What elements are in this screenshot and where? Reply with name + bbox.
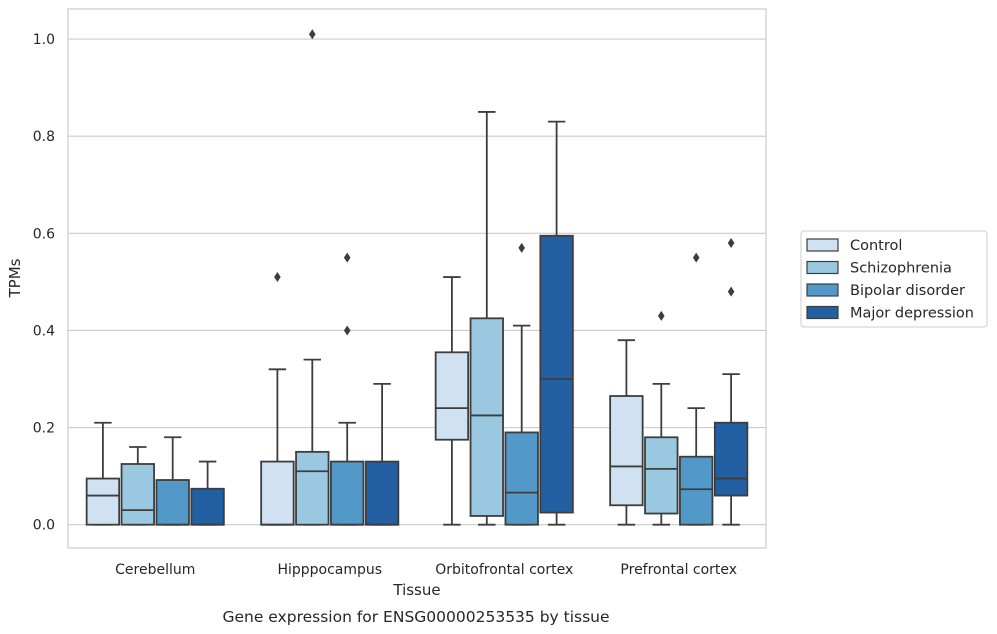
box-body bbox=[644, 436, 679, 515]
box-schizophrenia bbox=[644, 310, 679, 526]
y-tick-label: 0.6 bbox=[33, 226, 55, 242]
y-axis-label: TPMs bbox=[6, 258, 24, 298]
box-body bbox=[190, 487, 225, 526]
box-body bbox=[295, 450, 330, 526]
outlier-point bbox=[343, 252, 351, 263]
legend-swatch bbox=[806, 260, 839, 275]
box-bipolar-disorder bbox=[504, 242, 539, 526]
outlier-point bbox=[518, 242, 525, 253]
outlier-point bbox=[343, 325, 351, 336]
y-tick-label: 0.8 bbox=[33, 129, 55, 145]
box-schizophrenia bbox=[469, 111, 504, 526]
legend-swatch bbox=[806, 283, 839, 297]
legend-label: Schizophrenia bbox=[850, 261, 952, 277]
outlier-point bbox=[309, 29, 316, 40]
legend-label: Control bbox=[850, 238, 902, 254]
box-body bbox=[364, 460, 400, 526]
box-body bbox=[469, 317, 504, 517]
box-control bbox=[85, 421, 121, 526]
box-major-depression bbox=[364, 382, 400, 526]
box-control bbox=[260, 272, 295, 526]
legend: Control Schizophrenia Bipolar disorder Majo… bbox=[800, 230, 988, 328]
box-control bbox=[609, 339, 644, 526]
legend-swatch bbox=[806, 305, 839, 320]
outlier-point bbox=[727, 286, 735, 297]
box-major-depression bbox=[713, 238, 749, 526]
gridlines bbox=[68, 38, 766, 526]
x-tick-label: Prefrontal cortex bbox=[620, 562, 737, 578]
box-body bbox=[260, 460, 295, 526]
legend-label: Major depression bbox=[850, 306, 974, 322]
box-body bbox=[434, 351, 470, 441]
box-body bbox=[155, 479, 190, 526]
box-control bbox=[434, 276, 470, 526]
x-axis-ticks: Cerebellum Hipppocampus Orbitofrontal cort… bbox=[115, 562, 737, 578]
box-major-depression bbox=[539, 120, 574, 526]
box-body bbox=[713, 421, 749, 497]
x-tick-label: Cerebellum bbox=[115, 562, 195, 578]
y-axis-ticks: 0.0 0.2 0.4 0.6 0.8 1.0 bbox=[33, 32, 55, 534]
legend-swatch bbox=[806, 238, 839, 252]
box-body bbox=[679, 455, 714, 526]
box-schizophrenia bbox=[295, 29, 330, 526]
box-bipolar-disorder bbox=[679, 252, 714, 526]
box-body bbox=[504, 431, 539, 526]
box-bipolar-disorder bbox=[155, 436, 190, 526]
y-tick-label: 0.4 bbox=[33, 323, 55, 339]
box-body bbox=[330, 460, 365, 526]
box-bipolar-disorder bbox=[330, 252, 365, 526]
box-body bbox=[539, 234, 574, 514]
outlier-point bbox=[274, 272, 281, 283]
outlier-point bbox=[727, 238, 735, 249]
x-tick-label: Orbitofrontal cortex bbox=[435, 562, 573, 578]
y-tick-label: 0.2 bbox=[33, 421, 55, 437]
outlier-point bbox=[692, 252, 700, 263]
y-tick-label: 0.0 bbox=[33, 518, 55, 534]
chart-caption: Gene expression for ENSG00000253535 by t… bbox=[222, 608, 609, 626]
box-body bbox=[609, 395, 644, 507]
boxes bbox=[85, 29, 749, 526]
outlier-point bbox=[658, 310, 665, 321]
y-tick-label: 1.0 bbox=[33, 32, 55, 48]
box-body bbox=[120, 463, 155, 526]
box-major-depression bbox=[190, 460, 225, 526]
box-schizophrenia bbox=[120, 446, 155, 526]
x-axis-label: Tissue bbox=[392, 581, 440, 599]
legend-label: Bipolar disorder bbox=[850, 283, 965, 299]
legend-frame bbox=[800, 230, 988, 328]
box-body bbox=[85, 477, 121, 526]
plot-area-frame bbox=[67, 8, 767, 549]
x-tick-label: Hipppocampus bbox=[277, 562, 382, 578]
